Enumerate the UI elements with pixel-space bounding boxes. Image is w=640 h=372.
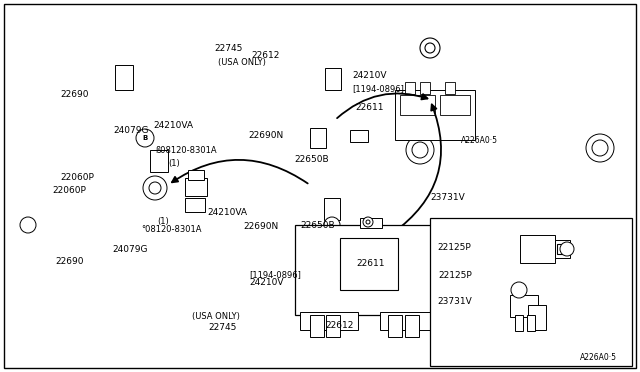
Circle shape <box>324 217 340 233</box>
Bar <box>360 218 382 228</box>
Circle shape <box>560 242 574 256</box>
Text: 24210VA: 24210VA <box>207 208 247 217</box>
Circle shape <box>425 43 435 53</box>
Text: ß08120-8301A: ß08120-8301A <box>155 145 216 154</box>
Text: 22650B: 22650B <box>300 221 335 230</box>
Bar <box>557 244 567 254</box>
Text: 22060P: 22060P <box>61 173 95 182</box>
Text: [1194-0896]: [1194-0896] <box>250 270 301 279</box>
Circle shape <box>420 38 440 58</box>
Circle shape <box>366 220 370 224</box>
Text: 22125P: 22125P <box>437 244 471 253</box>
Text: A226A0·5: A226A0·5 <box>580 353 617 362</box>
Text: B: B <box>142 135 148 141</box>
Bar <box>340 238 398 290</box>
Bar <box>325 68 341 90</box>
Text: (USA ONLY): (USA ONLY) <box>192 312 240 321</box>
Bar <box>520 235 555 263</box>
Text: A226A0·5: A226A0·5 <box>461 136 498 145</box>
Bar <box>326 315 340 337</box>
Bar <box>380 312 438 330</box>
Circle shape <box>363 217 373 227</box>
Bar <box>555 240 570 258</box>
Text: 23731V: 23731V <box>437 298 472 307</box>
Text: 22611: 22611 <box>355 103 384 112</box>
Circle shape <box>143 176 167 200</box>
Circle shape <box>149 182 161 194</box>
Text: 22650B: 22650B <box>294 155 329 164</box>
Text: 22690N: 22690N <box>243 222 278 231</box>
Text: 22690N: 22690N <box>248 131 284 140</box>
Circle shape <box>412 142 428 158</box>
Bar <box>430 218 632 366</box>
Text: 22690: 22690 <box>61 90 90 99</box>
Bar <box>395 90 475 140</box>
Text: 24210VA: 24210VA <box>154 121 193 130</box>
Text: (1): (1) <box>157 217 168 226</box>
Text: 24079G: 24079G <box>113 125 148 135</box>
Bar <box>185 178 207 196</box>
Bar <box>405 315 419 337</box>
Circle shape <box>136 129 154 147</box>
Text: 24210V: 24210V <box>352 71 387 80</box>
Bar <box>400 95 435 115</box>
Bar <box>310 315 324 337</box>
Text: 22612: 22612 <box>326 321 354 330</box>
Text: 22060P: 22060P <box>52 186 86 195</box>
Bar <box>115 65 133 90</box>
Bar <box>310 128 326 148</box>
Bar <box>405 82 415 94</box>
Text: 22745: 22745 <box>209 323 237 332</box>
Bar <box>445 82 455 94</box>
Bar <box>295 225 443 315</box>
Bar <box>510 295 538 317</box>
Text: 22745: 22745 <box>214 44 243 52</box>
Circle shape <box>592 140 608 156</box>
Text: [1194-0896]: [1194-0896] <box>352 84 404 93</box>
Bar <box>528 305 546 330</box>
Text: 24079G: 24079G <box>112 246 147 254</box>
Text: 22611: 22611 <box>356 259 385 267</box>
Circle shape <box>586 134 614 162</box>
Text: (USA ONLY): (USA ONLY) <box>218 58 266 67</box>
Text: 23731V: 23731V <box>430 193 465 202</box>
Bar <box>188 170 204 180</box>
Bar <box>185 198 205 212</box>
Text: 22612: 22612 <box>252 51 280 60</box>
Bar <box>420 82 430 94</box>
Text: 22125P: 22125P <box>438 271 472 280</box>
Bar <box>440 95 470 115</box>
Bar <box>350 130 368 142</box>
Bar <box>300 312 358 330</box>
Circle shape <box>406 136 434 164</box>
Text: (1): (1) <box>168 158 180 167</box>
Bar <box>324 198 340 220</box>
Circle shape <box>20 217 36 233</box>
Circle shape <box>511 282 527 298</box>
Bar <box>150 150 168 172</box>
Text: °08120-8301A: °08120-8301A <box>141 225 202 234</box>
Bar <box>388 315 402 337</box>
Bar <box>527 315 535 331</box>
Text: 22690: 22690 <box>55 257 83 266</box>
Text: 24210V: 24210V <box>250 278 284 287</box>
Bar <box>515 315 523 331</box>
